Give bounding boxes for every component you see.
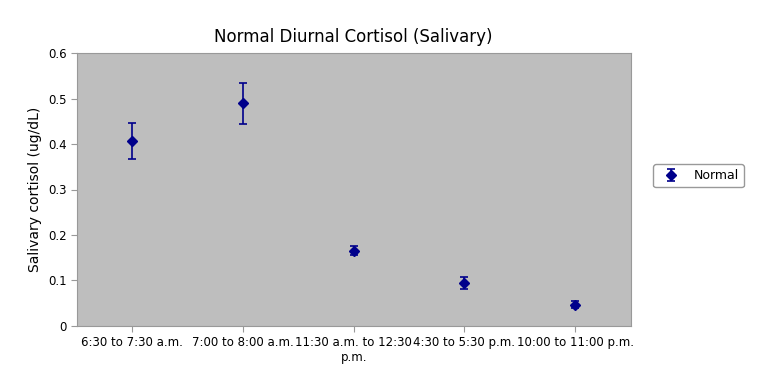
Legend: Normal: Normal [654,164,744,187]
Y-axis label: Salivary cortisol (ug/dL): Salivary cortisol (ug/dL) [28,107,42,272]
Title: Normal Diurnal Cortisol (Salivary): Normal Diurnal Cortisol (Salivary) [215,28,493,46]
